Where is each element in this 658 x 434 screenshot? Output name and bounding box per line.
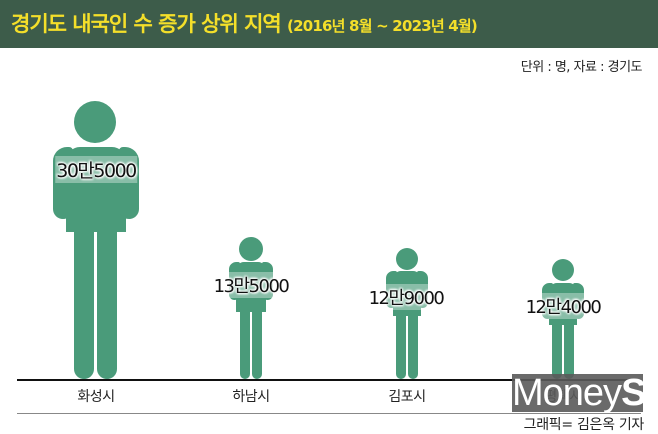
watermark-text-s: S xyxy=(621,372,646,414)
chart-baseline xyxy=(17,379,641,381)
figure-right-arm xyxy=(573,283,584,319)
value-label-hanam: 13만5000 xyxy=(212,272,290,298)
figure-left-arm xyxy=(386,271,397,308)
figure-left-arm xyxy=(542,283,553,319)
title-period: (2016년 8월 ~ 2023년 4월) xyxy=(287,17,478,35)
figure-right-arm xyxy=(119,147,139,219)
watermark-text: Money xyxy=(512,372,622,414)
category-label-gimpo: 김포시 xyxy=(388,389,426,405)
figure-head xyxy=(552,259,574,281)
value-label-gimpo: 12만9000 xyxy=(367,284,445,310)
value-label-hwaseong: 30만5000 xyxy=(55,156,137,183)
value-label-pyeongtaek: 12만4000 xyxy=(524,293,602,319)
figure-left-arm xyxy=(53,147,73,219)
figure-right-leg xyxy=(564,316,574,379)
figure-right-leg xyxy=(408,306,418,379)
figure-right-arm xyxy=(262,262,273,300)
figure-right-arm xyxy=(417,271,428,308)
title-main: 경기도 내국인 수 증가 상위 지역 xyxy=(11,12,282,36)
category-label-hanam: 하남시 xyxy=(232,389,270,405)
figure-left-arm xyxy=(229,262,240,300)
category-label-hwaseong: 화성시 xyxy=(77,389,115,405)
graphic-credit: 그래픽= 김은옥 기자 xyxy=(523,417,645,433)
figure-head xyxy=(239,237,263,261)
figure-torso xyxy=(66,147,126,232)
unit-source-note: 단위 : 명, 자료 : 경기도 xyxy=(520,60,643,75)
chart-title: 경기도 내국인 수 증가 상위 지역 (2016년 8월 ~ 2023년 4월) xyxy=(11,8,478,38)
figure-head xyxy=(74,101,116,143)
figure-left-leg xyxy=(240,300,250,379)
figure-left-leg xyxy=(552,316,562,379)
footer-divider xyxy=(17,413,641,414)
figure-right-leg xyxy=(97,225,117,379)
figure-right-leg xyxy=(252,300,262,379)
figure-left-leg xyxy=(74,225,94,379)
chart-header: 경기도 내국인 수 증가 상위 지역 (2016년 8월 ~ 2023년 4월) xyxy=(0,0,658,48)
figure-left-leg xyxy=(396,306,406,379)
moneys-watermark-logo: MoneyS xyxy=(512,372,646,414)
figure-head xyxy=(396,248,418,270)
